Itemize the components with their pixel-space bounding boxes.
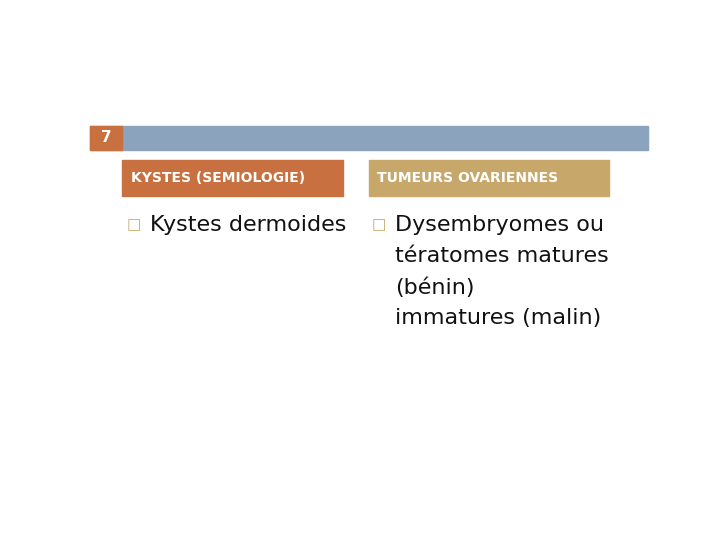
Bar bbox=[90, 126, 648, 150]
Text: tératomes matures: tératomes matures bbox=[395, 246, 609, 266]
Text: (bénin): (bénin) bbox=[395, 277, 474, 298]
Bar bbox=[122, 160, 343, 196]
Text: TUMEURS OVARIENNES: TUMEURS OVARIENNES bbox=[377, 171, 559, 185]
Text: □: □ bbox=[372, 218, 386, 232]
Bar bbox=[90, 126, 122, 150]
Text: KYSTES (SEMIOLOGIE): KYSTES (SEMIOLOGIE) bbox=[131, 171, 305, 185]
Text: Dysembryomes ou: Dysembryomes ou bbox=[395, 215, 604, 235]
Text: □: □ bbox=[126, 218, 140, 232]
Text: 7: 7 bbox=[101, 131, 112, 145]
Bar bbox=[369, 160, 609, 196]
Text: immatures (malin): immatures (malin) bbox=[395, 308, 601, 328]
Text: Kystes dermoides: Kystes dermoides bbox=[150, 215, 346, 235]
